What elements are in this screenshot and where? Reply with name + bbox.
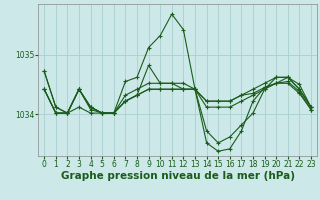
X-axis label: Graphe pression niveau de la mer (hPa): Graphe pression niveau de la mer (hPa) [60, 171, 295, 181]
